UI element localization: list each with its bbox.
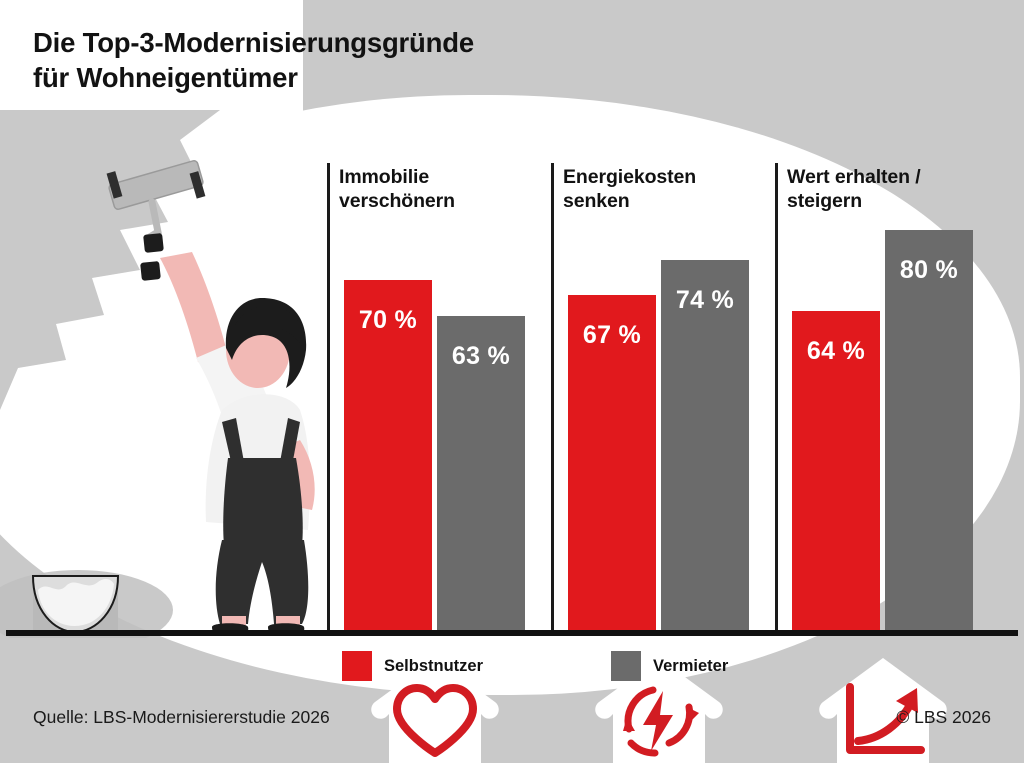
heart-house-icon	[371, 658, 499, 763]
copyright-note: © LBS 2026	[896, 707, 991, 727]
bar-selbstnutzer-energiekosten[interactable]: 67 %	[568, 295, 656, 633]
bar-value-label: 64 %	[806, 337, 866, 365]
painter-illustration	[0, 110, 315, 638]
overall-strap-left	[222, 418, 244, 466]
painter-hair-top	[232, 305, 303, 346]
source-note: Quelle: LBS-Modernisiererstudie 2026	[33, 707, 330, 727]
overall-trousers	[215, 540, 309, 624]
legend-item-vermieter[interactable]: Vermieter	[611, 651, 728, 681]
paint-bucket-icon	[31, 575, 120, 634]
bar-value-label: 74 %	[675, 286, 735, 314]
background-white-panel	[0, 0, 303, 120]
group-label-immobilie-verschoenern: Immobilie verschönern	[339, 166, 455, 212]
painter-arm	[160, 252, 232, 372]
bar-value-label: 80 %	[899, 256, 959, 284]
group-divider-2	[551, 163, 554, 633]
legend-label: Vermieter	[653, 656, 729, 675]
bar-value-label: 63 %	[451, 342, 511, 370]
group-label-energiekosten-senken: Energiekosten senken	[563, 166, 697, 212]
legend-item-selbstnutzer[interactable]: Selbstnutzer	[342, 651, 483, 681]
wall-paint-patch	[0, 110, 220, 410]
growth-house-icon	[819, 658, 947, 763]
bar-value-label: 70 %	[358, 306, 418, 334]
bar-vermieter-immobilie[interactable]: 63 %	[437, 316, 525, 633]
group-label-wert-erhalten-steigern: Wert erhalten / steigern	[787, 166, 921, 212]
overall-strap-right	[280, 418, 300, 466]
energy-house-icon	[595, 658, 723, 763]
legend-label: Selbstnutzer	[384, 656, 484, 675]
bar-selbstnutzer-immobilie[interactable]: 70 %	[344, 280, 432, 633]
paint-roller-icon	[106, 160, 206, 281]
chart-baseline	[6, 630, 1018, 636]
chart-legend: Selbstnutzer Vermieter	[342, 651, 728, 681]
bar-selbstnutzer-wert[interactable]: 64 %	[792, 311, 880, 633]
bar-value-label: 67 %	[582, 321, 642, 349]
page-title: Die Top-3-Modernisierungsgründe für Wohn…	[33, 27, 474, 93]
bar-vermieter-energiekosten[interactable]: 74 %	[661, 260, 749, 633]
overall-bib	[223, 458, 303, 546]
group-divider-3	[775, 163, 778, 633]
legend-swatch-red	[342, 651, 372, 681]
group-divider-1	[327, 163, 330, 633]
legend-swatch-grey	[611, 651, 642, 681]
bar-vermieter-wert[interactable]: 80 %	[885, 230, 973, 633]
